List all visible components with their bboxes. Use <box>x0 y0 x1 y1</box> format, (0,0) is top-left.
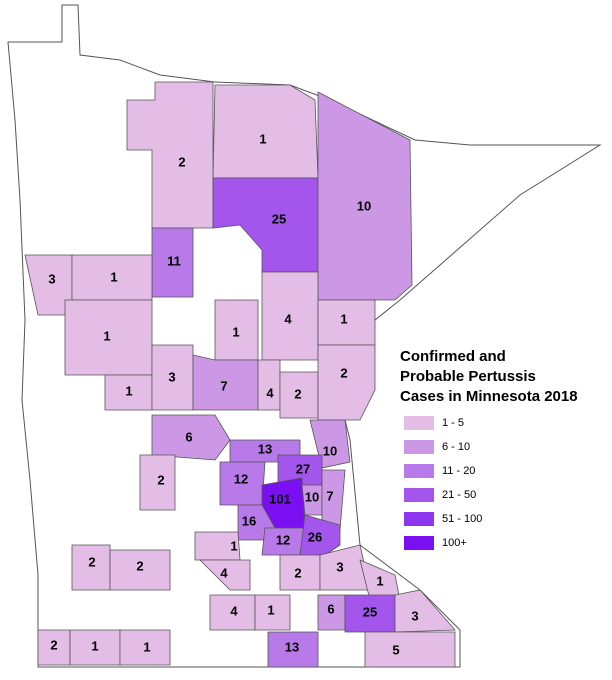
county-count: 2 <box>50 637 57 652</box>
county-count: 5 <box>392 642 399 657</box>
county-count: 1 <box>259 131 266 146</box>
county <box>109 549 171 591</box>
county-count: 1 <box>103 328 110 343</box>
county-count: 4 <box>284 311 292 326</box>
county-count: 16 <box>242 513 256 528</box>
legend-swatch <box>404 512 434 526</box>
legend-title: Probable Pertussis <box>400 368 536 385</box>
legend-label: 11 - 20 <box>442 465 475 477</box>
county-count: 1 <box>110 269 117 284</box>
county-count: 2 <box>136 558 143 573</box>
county-count: 4 <box>220 565 228 580</box>
county <box>119 629 171 666</box>
county-count: 10 <box>305 489 319 504</box>
county-count: 27 <box>296 461 310 476</box>
county <box>267 631 319 668</box>
legend-swatch <box>404 464 434 478</box>
legend-title: Cases in Minnesota 2018 <box>400 388 578 405</box>
legend-swatch <box>404 416 434 430</box>
county-count: 1 <box>376 573 383 588</box>
county-count: 1 <box>91 638 98 653</box>
county-count: 3 <box>168 369 175 384</box>
county-count: 12 <box>234 471 248 486</box>
legend-label: 100+ <box>442 537 467 549</box>
county-count: 7 <box>220 378 227 393</box>
county <box>254 594 291 631</box>
county <box>394 589 456 633</box>
county-count: 11 <box>167 253 181 268</box>
county-count: 13 <box>258 441 272 456</box>
county-count: 101 <box>269 491 291 506</box>
county-count: 26 <box>308 529 322 544</box>
county <box>139 454 176 511</box>
county-count: 2 <box>157 472 164 487</box>
county-count: 7 <box>326 488 333 503</box>
legend-label: 21 - 50 <box>442 489 476 501</box>
county-count: 2 <box>294 565 301 580</box>
county-count: 12 <box>276 532 290 547</box>
county-count: 6 <box>327 601 334 616</box>
county-count: 3 <box>411 608 418 623</box>
county-count: 2 <box>340 365 347 380</box>
county-count: 10 <box>357 198 371 213</box>
county-count: 4 <box>266 385 274 400</box>
county-count: 4 <box>230 603 238 618</box>
legend-label: 51 - 100 <box>442 513 482 525</box>
county-count: 2 <box>88 554 95 569</box>
county-count: 25 <box>272 211 286 226</box>
county-count: 1 <box>125 383 132 398</box>
county <box>151 414 231 461</box>
county-count: 6 <box>185 429 192 444</box>
county <box>317 91 413 301</box>
legend: Confirmed and Probable Pertussis Cases in … <box>400 348 578 550</box>
legend-title: Confirmed and <box>400 348 506 365</box>
county-count: 3 <box>48 271 55 286</box>
legend-label: 1 - 5 <box>442 417 464 429</box>
legend-swatch <box>404 488 434 502</box>
legend-swatch <box>404 536 434 550</box>
county <box>317 344 376 421</box>
legend-swatch <box>404 440 434 454</box>
county-count: 1 <box>340 311 347 326</box>
county-count: 1 <box>230 538 237 553</box>
county-count: 1 <box>232 324 239 339</box>
county-count: 3 <box>336 559 343 574</box>
county-count: 13 <box>285 639 299 654</box>
county <box>364 631 456 668</box>
county <box>199 559 251 591</box>
county-count: 2 <box>178 154 185 169</box>
county-count: 10 <box>323 443 337 458</box>
legend-label: 6 - 10 <box>442 441 470 453</box>
county-count: 1 <box>267 602 274 617</box>
county-count: 1 <box>143 639 150 654</box>
county-count: 25 <box>363 604 377 619</box>
county-count: 2 <box>294 386 301 401</box>
